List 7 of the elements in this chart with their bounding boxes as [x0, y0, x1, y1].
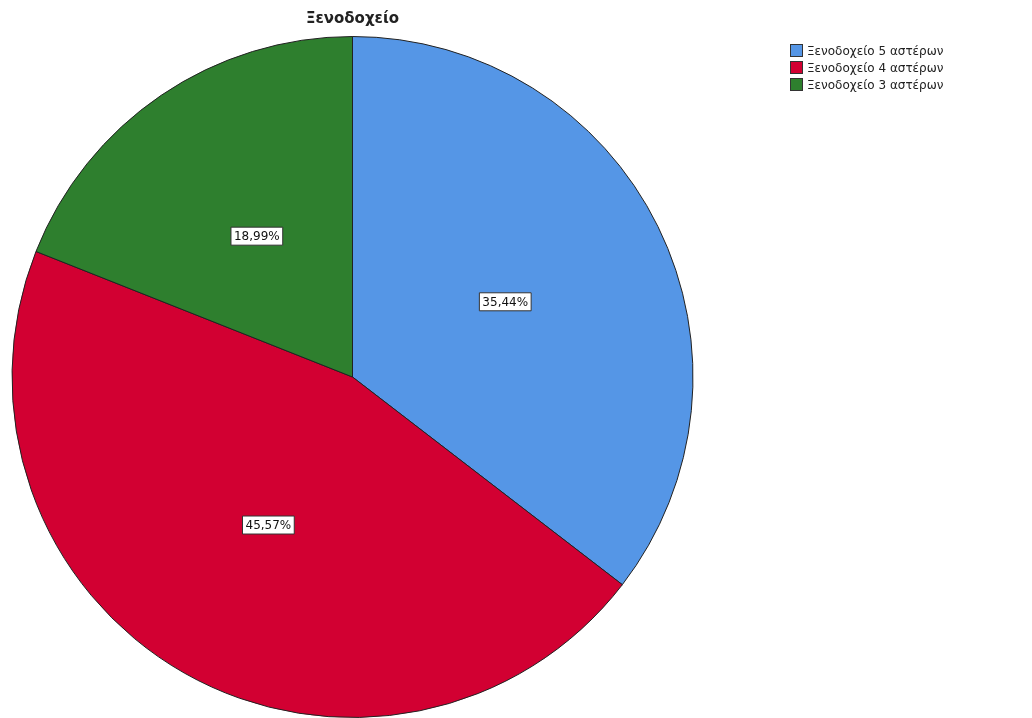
legend-label: Ξενοδοχείο 5 αστέρων — [807, 43, 944, 58]
chart-title: Ξενοδοχείο — [305, 8, 400, 27]
legend-label: Ξενοδοχείο 4 αστέρων — [807, 60, 944, 75]
data-label: 18,99% — [233, 229, 280, 244]
data-label: 35,44% — [482, 294, 529, 309]
legend-label: Ξενοδοχείο 3 αστέρων — [807, 77, 944, 92]
data-label: 45,57% — [245, 518, 292, 533]
